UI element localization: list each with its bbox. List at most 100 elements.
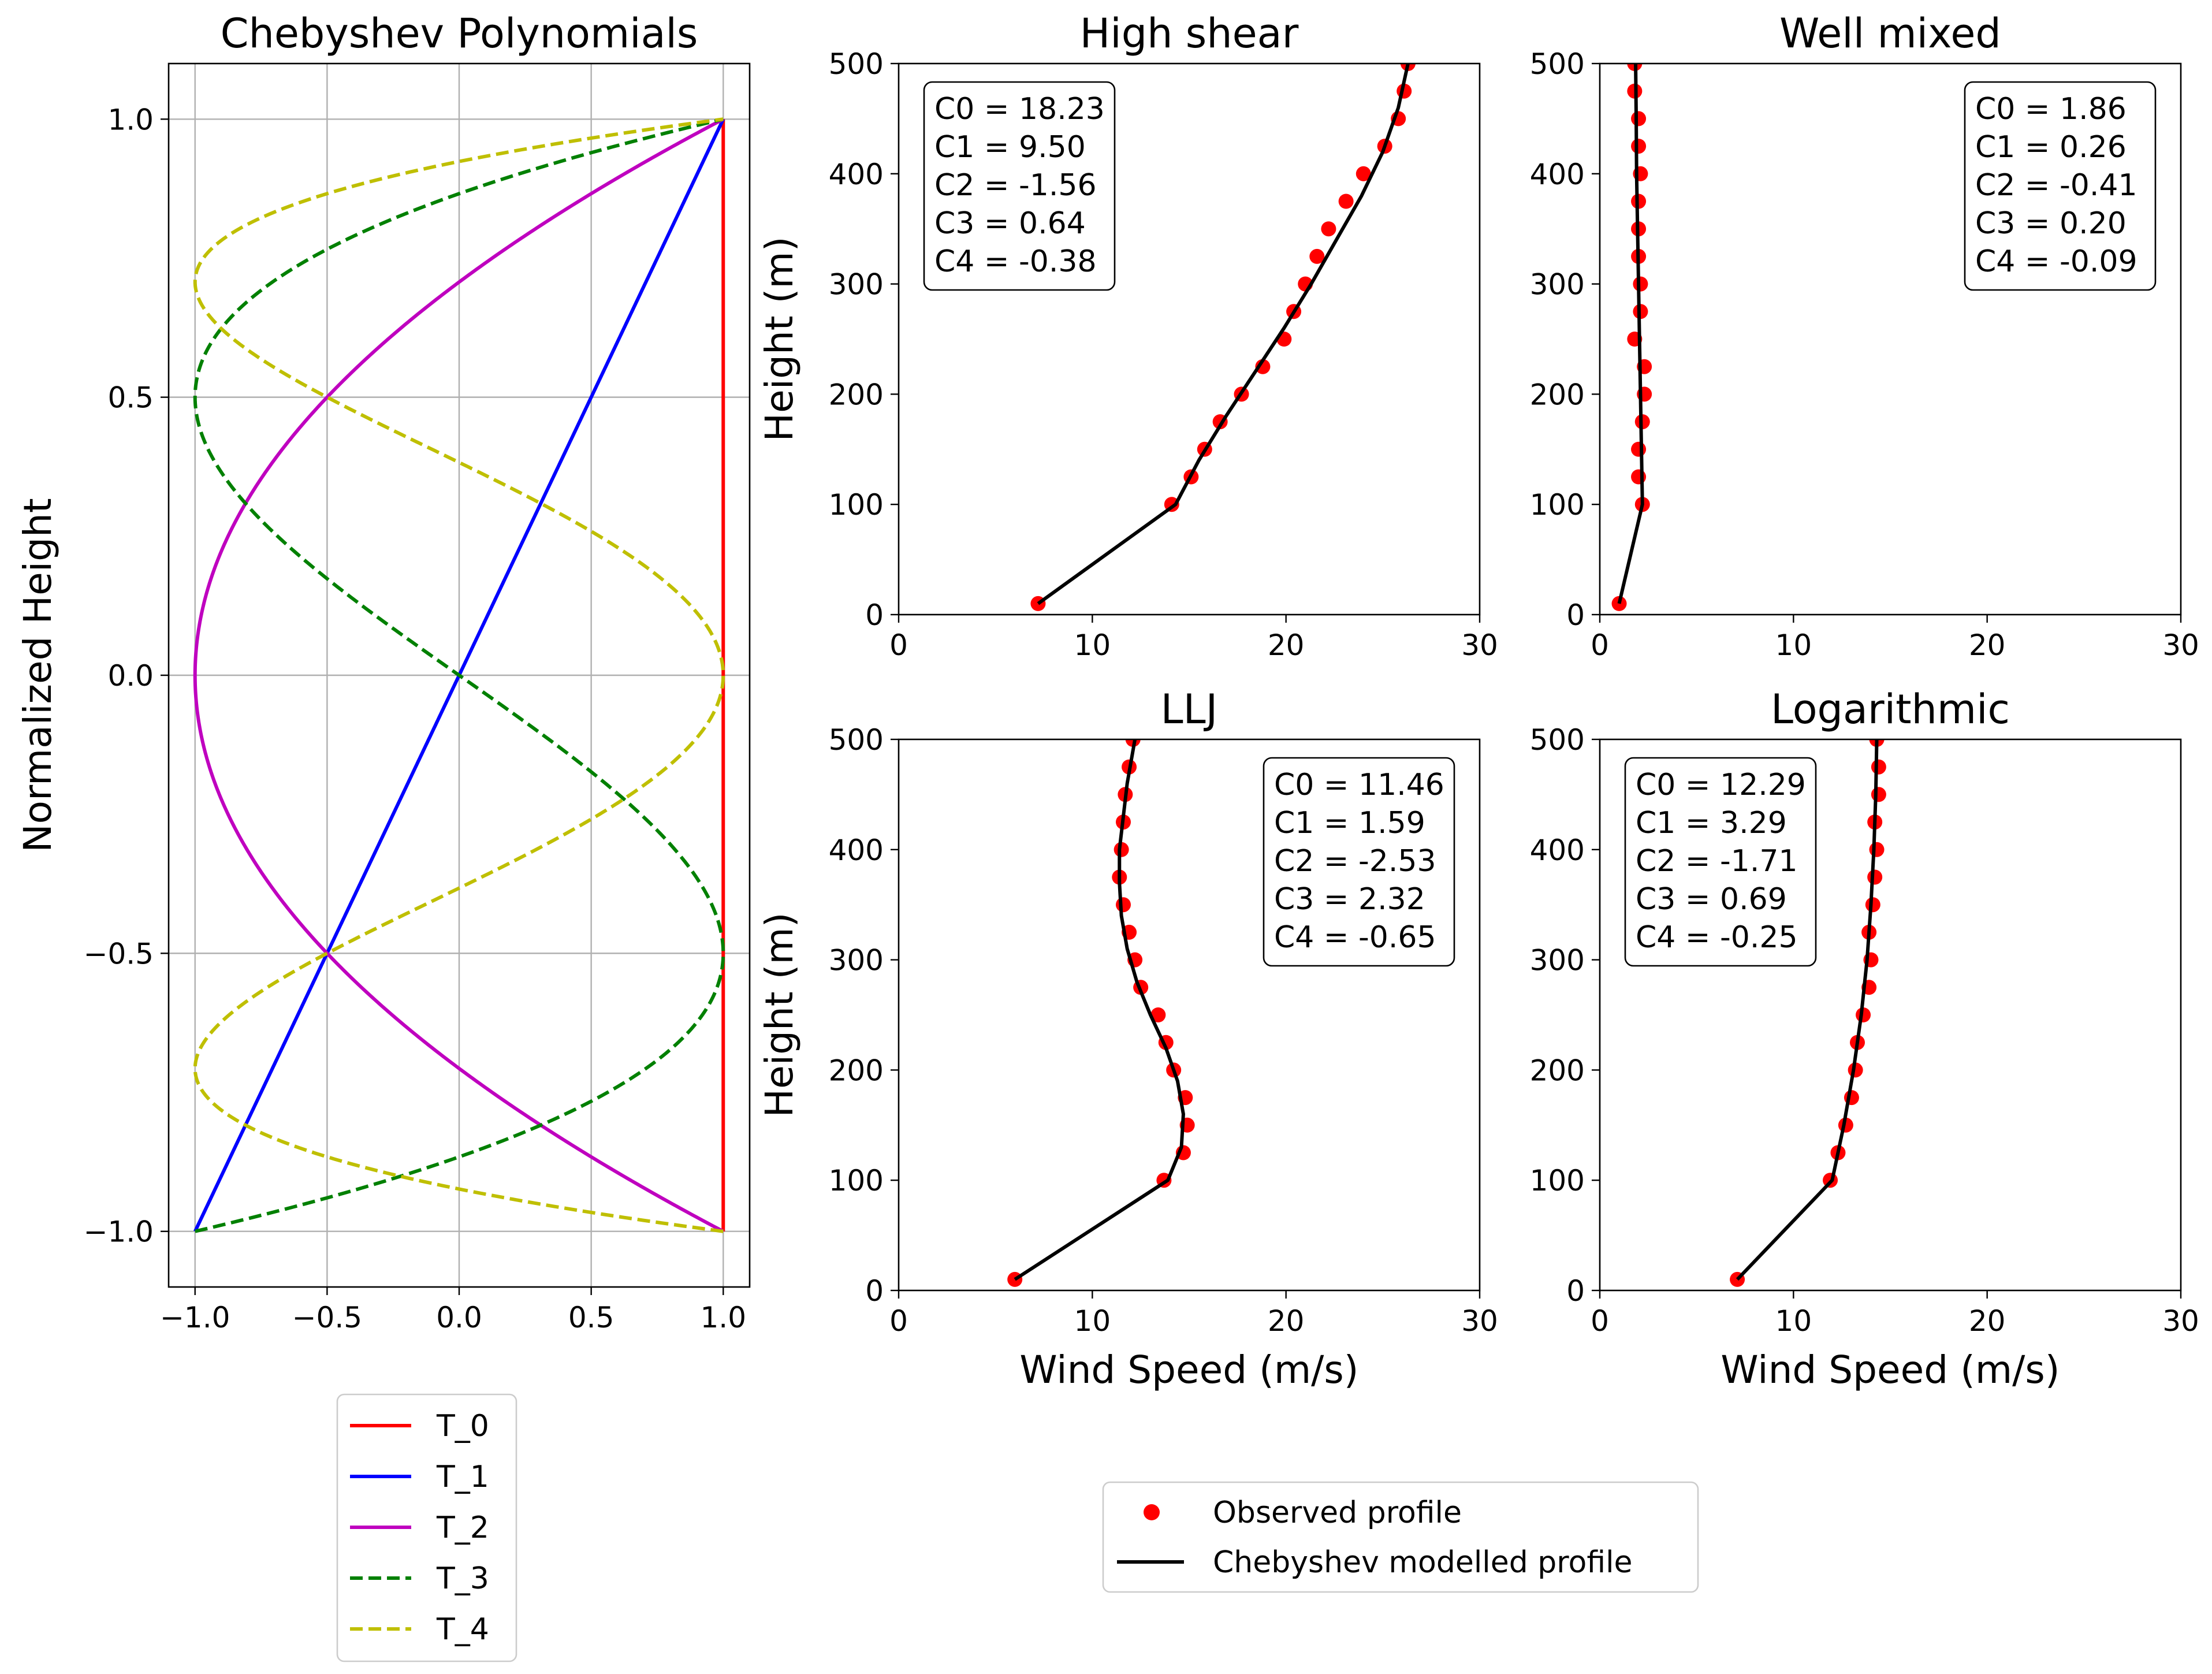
x-tick-label: 30 (2162, 628, 2199, 662)
model-line (1014, 739, 1185, 1281)
plot-area (1007, 739, 1195, 1287)
y-tick-label: 0 (1566, 1274, 1585, 1308)
coefficient-text: C3 = 2.32 (1274, 882, 1425, 917)
observed-point (1115, 897, 1131, 913)
x-tick-label: 1.0 (701, 1301, 747, 1334)
x-tick-label: 10 (1775, 1304, 1812, 1338)
coefficient-text: C1 = 9.50 (934, 130, 1086, 165)
x-tick-label: 0 (1591, 1304, 1609, 1338)
y-tick-label: 200 (829, 1054, 884, 1087)
y-axis-label: Height (m) (757, 913, 802, 1118)
y-tick-label: 400 (829, 834, 884, 867)
y-axis-label: Normalized Height (16, 498, 60, 852)
x-axis-label: Wind Speed (m/s) (1019, 1348, 1358, 1392)
y-tick-label: 200 (1530, 1054, 1585, 1087)
x-tick-label: 20 (1268, 628, 1305, 662)
panel-chebyshev: −1.0 −0.5 0.0 0.5 1.0 −1.0 −0.5 0.0 0.5 1.0 Chebys… (16, 10, 751, 1334)
x-tick-label: 20 (1969, 628, 2006, 662)
x-tick-label: 30 (2162, 1304, 2199, 1338)
observed-point (1631, 139, 1647, 154)
coefficient-text: C0 = 18.23 (934, 92, 1105, 127)
plot-area (193, 117, 725, 1233)
legend-entry: T_1 (436, 1460, 489, 1494)
model-line (1617, 64, 1644, 604)
coefficient-text: C2 = -1.56 (934, 168, 1097, 203)
coefficient-text: C3 = 0.64 (934, 206, 1086, 241)
observed-point (1633, 276, 1648, 292)
x-tick-label: 20 (1969, 1304, 2006, 1338)
y-tick-label: 1.0 (107, 103, 154, 136)
legend-entry: T_4 (436, 1612, 489, 1647)
x-tick-label: 0 (889, 628, 908, 662)
y-tick-label: 0 (865, 1274, 884, 1308)
observed-point (1871, 759, 1886, 775)
legend-entry: T_3 (436, 1561, 489, 1596)
plot-area (1730, 739, 1886, 1287)
model-line (1736, 739, 1879, 1281)
y-tick-label: 500 (1530, 723, 1585, 757)
y-tick-label: 0.0 (107, 659, 154, 693)
observed-point (1114, 842, 1129, 857)
chart-title: LLJ (1161, 686, 1218, 733)
observed-point (1871, 787, 1886, 802)
observed-point (1869, 842, 1885, 857)
coefficient-text: C2 = -0.41 (1975, 168, 2137, 203)
x-tick-label: −1.0 (160, 1301, 230, 1334)
x-tick-label: 0.0 (436, 1301, 482, 1334)
plot-area (1030, 64, 1416, 611)
observed-point (1309, 248, 1325, 264)
axes-frame (167, 62, 751, 1288)
coefficient-text: C4 = -0.25 (1636, 920, 1798, 955)
legend-frame (336, 1393, 517, 1662)
chart-title: Chebyshev Polynomials (221, 10, 698, 57)
y-tick-label: 100 (1530, 488, 1585, 522)
x-tick-label: 30 (1461, 1304, 1498, 1338)
axes-frame (1599, 62, 2182, 616)
y-tick-label: 0 (865, 598, 884, 632)
x-tick-label: −0.5 (292, 1301, 362, 1334)
x-tick-label: 10 (1074, 628, 1111, 662)
x-tick-label: 10 (1775, 628, 1812, 662)
legend-entry: T_2 (436, 1511, 489, 1545)
y-tick-label: 300 (829, 268, 884, 302)
legend-swatch-observed (1144, 1504, 1160, 1520)
series-line-t4 (193, 117, 725, 1233)
axes-frame (898, 62, 1481, 616)
coefficient-text: C2 = -1.71 (1636, 844, 1798, 879)
chart-title: High shear (1080, 10, 1299, 57)
observed-point (1867, 869, 1883, 885)
legend-profiles: Observed profile Chebyshev modelled profi… (1102, 1481, 1699, 1593)
coefficient-text: C0 = 1.86 (1975, 92, 2127, 127)
axes-frame (1599, 738, 2182, 1292)
coefficient-text: C4 = -0.65 (1274, 920, 1436, 955)
chart-title: Logarithmic (1771, 686, 2010, 733)
y-tick-label: 0 (1566, 598, 1585, 632)
x-axis-label: Wind Speed (m/s) (1721, 1348, 2060, 1392)
coefficient-box-frame (923, 81, 1116, 291)
y-tick-label: 400 (1530, 834, 1585, 867)
y-tick-label: 100 (829, 488, 884, 522)
y-tick-label: 100 (829, 1164, 884, 1197)
coefficient-text: C0 = 12.29 (1636, 768, 1806, 802)
legend-entry: T_0 (436, 1409, 489, 1444)
observed-point (1150, 1007, 1166, 1022)
coefficient-box-frame (1624, 757, 1817, 967)
series-line-t3 (193, 117, 725, 1233)
coefficient-text: C0 = 11.46 (1274, 768, 1444, 802)
observed-point (1255, 359, 1271, 374)
plot-area (1611, 64, 1652, 611)
axes-frame (898, 738, 1481, 1292)
chart-title: Well mixed (1779, 10, 2001, 57)
y-tick-label: 300 (1530, 268, 1585, 302)
model-line (1037, 64, 1410, 605)
coefficient-text: C2 = -2.53 (1274, 844, 1436, 879)
y-tick-label: −1.0 (84, 1215, 154, 1249)
